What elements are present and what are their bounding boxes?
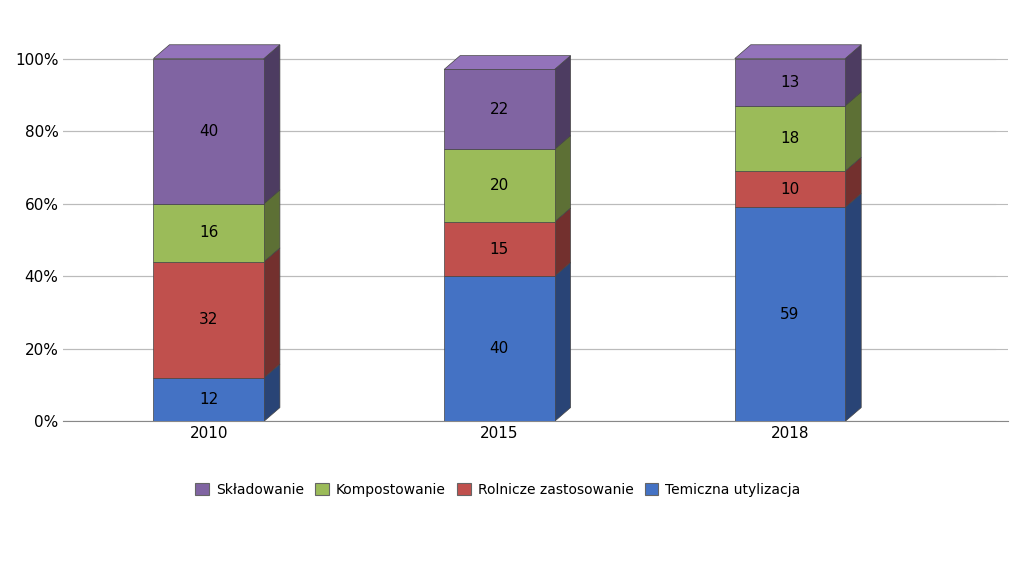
Bar [735, 58, 845, 106]
Text: 10: 10 [781, 182, 800, 196]
Bar [444, 70, 554, 149]
Bar [153, 204, 264, 261]
Legend: Składowanie, Kompostowanie, Rolnicze zastosowanie, Temiczna utylizacja: Składowanie, Kompostowanie, Rolnicze zas… [189, 477, 806, 502]
Bar [735, 171, 845, 207]
Bar [444, 149, 554, 222]
Polygon shape [554, 55, 571, 149]
Bar [444, 222, 554, 276]
Polygon shape [264, 364, 280, 421]
Polygon shape [554, 263, 571, 421]
Text: 59: 59 [781, 307, 800, 322]
Polygon shape [444, 55, 571, 70]
Polygon shape [264, 190, 280, 261]
Polygon shape [845, 92, 861, 171]
Bar [153, 58, 264, 204]
Text: 32: 32 [199, 312, 218, 327]
Bar [444, 276, 554, 421]
Bar [153, 378, 264, 421]
Text: 40: 40 [490, 341, 509, 357]
Bar [735, 106, 845, 171]
Text: 18: 18 [781, 131, 800, 146]
Text: 22: 22 [490, 102, 509, 117]
Text: 12: 12 [199, 392, 218, 407]
Text: 16: 16 [199, 225, 218, 240]
Text: 20: 20 [490, 178, 509, 193]
Polygon shape [845, 157, 861, 207]
Polygon shape [554, 135, 571, 222]
Polygon shape [264, 248, 280, 378]
Text: 40: 40 [199, 123, 218, 139]
Bar [153, 261, 264, 378]
Polygon shape [735, 45, 861, 58]
Bar [735, 207, 845, 421]
Polygon shape [554, 208, 571, 276]
Text: 15: 15 [490, 242, 509, 256]
Polygon shape [153, 45, 280, 58]
Polygon shape [845, 194, 861, 421]
Polygon shape [264, 45, 280, 204]
Polygon shape [845, 45, 861, 106]
Text: 13: 13 [781, 75, 800, 89]
